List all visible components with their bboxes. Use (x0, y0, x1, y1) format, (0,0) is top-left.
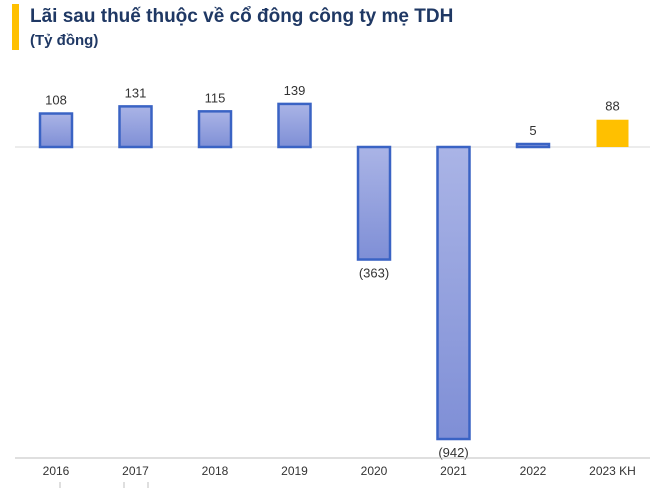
category-label: 2023 KH (589, 464, 636, 478)
bar-2022 (515, 142, 551, 149)
category-label: 2022 (520, 464, 547, 478)
data-label: 5 (529, 123, 536, 138)
bars-layer (15, 102, 650, 441)
x-axis: 2016 2017 2018 2019 2020 2021 2022 2023 KH (15, 457, 650, 488)
data-label: 131 (125, 85, 147, 100)
data-labels-layer: 108 131 115 139 (363) (942) 5 88 (45, 83, 620, 460)
bar-2020 (356, 145, 392, 261)
category-label: 2017 (122, 464, 149, 478)
category-label: 2018 (202, 464, 229, 478)
chart-unit-subtitle: (Tỷ đồng) (30, 32, 99, 49)
chart-title: Lãi sau thuế thuộc về cổ đông công ty mẹ… (30, 6, 454, 27)
bar-2023-kh (596, 119, 629, 147)
category-label: 2020 (361, 464, 388, 478)
data-label: 139 (284, 83, 306, 98)
category-label: 2019 (281, 464, 308, 478)
data-label: (942) (438, 445, 468, 460)
title-accent-bar (12, 4, 19, 50)
category-label: 2021 (440, 464, 467, 478)
data-label: (363) (359, 266, 389, 281)
data-label: 108 (45, 93, 67, 108)
data-label: 88 (605, 99, 619, 114)
data-label: 115 (205, 90, 226, 105)
bar-2018 (197, 110, 233, 149)
bar-2021 (436, 145, 471, 441)
bar-2017 (118, 105, 153, 149)
bar-2016 (38, 112, 74, 149)
bar-2019 (277, 102, 312, 149)
category-label: 2016 (43, 464, 70, 478)
